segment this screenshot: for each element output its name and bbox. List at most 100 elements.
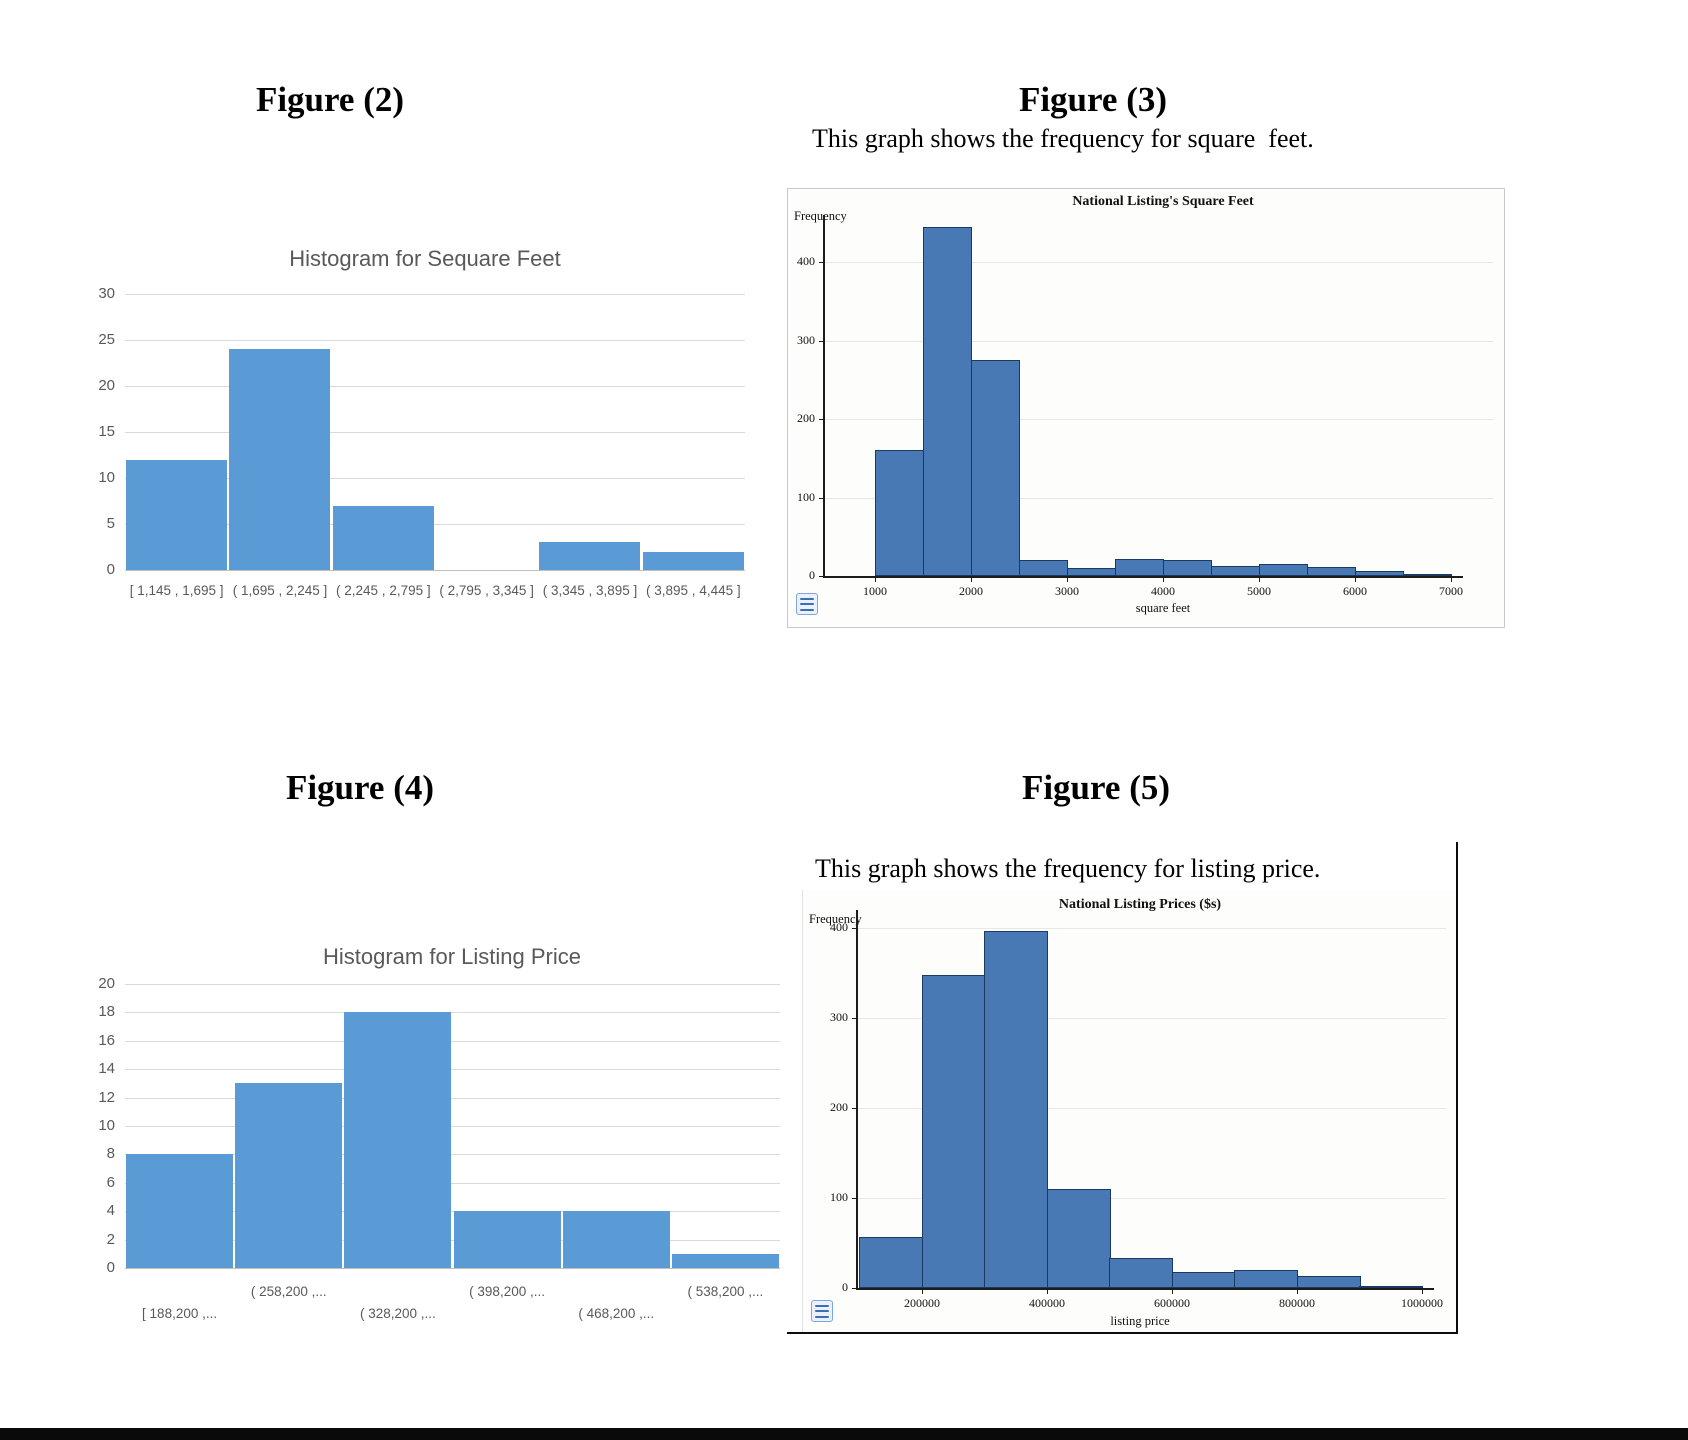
- tick-mark: [819, 576, 823, 577]
- y-axis-tick-label: 300: [797, 333, 815, 347]
- x-axis-category-label: ( 2,245 , 2,795 ]: [336, 583, 431, 598]
- histogram-bar: [229, 349, 330, 570]
- y-axis-tick-label: 0: [106, 561, 115, 578]
- tick-mark: [852, 1288, 856, 1289]
- y-axis-label: Frequency: [809, 912, 862, 926]
- tick-mark: [1163, 578, 1164, 582]
- x-axis-tick-label: 4000: [1151, 584, 1175, 598]
- icon-line: [800, 608, 814, 611]
- gridline: [824, 498, 1493, 499]
- histogram-bar: [333, 506, 434, 570]
- tick-mark: [1067, 578, 1068, 582]
- tick-mark: [852, 1018, 856, 1019]
- gridline: [857, 1108, 1446, 1109]
- y-axis-tick-label: 25: [98, 331, 115, 348]
- tick-mark: [875, 578, 876, 582]
- x-axis-category-label: ( 538,200 ,...: [687, 1284, 764, 1299]
- figure5-bottom-border-line: [787, 1332, 1458, 1334]
- y-axis-tick-label: 18: [98, 1003, 115, 1020]
- x-axis-line: [823, 576, 1463, 578]
- histogram-bar: [984, 931, 1048, 1288]
- chart-title: Histogram for Listing Price: [323, 944, 581, 969]
- x-axis-tick-label: 6000: [1343, 584, 1367, 598]
- histogram-bar: [1355, 571, 1404, 576]
- y-axis-tick-label: 5: [106, 515, 115, 532]
- icon-line: [815, 1310, 829, 1312]
- x-axis-tick-label: 400000: [1029, 1296, 1065, 1310]
- tick-mark: [1047, 1290, 1048, 1294]
- tick-mark: [1172, 1290, 1173, 1294]
- x-axis-tick-label: 2000: [959, 584, 983, 598]
- gridline: [125, 294, 745, 295]
- histogram-bar: [923, 227, 972, 576]
- icon-line: [800, 597, 814, 600]
- x-axis-category-label: ( 468,200 ,...: [578, 1306, 655, 1321]
- y-axis-tick-label: 16: [98, 1032, 115, 1049]
- figure4-heading: Figure (4): [285, 768, 435, 807]
- tick-mark: [1422, 1290, 1423, 1294]
- y-axis-tick-label: 12: [98, 1089, 115, 1106]
- x-axis-category-label: ( 328,200 ,...: [360, 1306, 436, 1321]
- y-axis-tick-label: 100: [830, 1190, 848, 1204]
- tick-mark: [852, 928, 856, 929]
- histogram-bar: [563, 1211, 670, 1268]
- gridline: [125, 1012, 780, 1013]
- y-axis-tick-label: 0: [106, 1259, 115, 1276]
- tick-mark: [852, 1198, 856, 1199]
- y-axis-label: Frequency: [794, 209, 847, 223]
- gridline: [125, 524, 745, 525]
- y-axis-tick-label: 8: [106, 1145, 115, 1162]
- histogram-bar: [344, 1012, 451, 1268]
- gridline: [857, 928, 1446, 929]
- y-axis-tick-label: 10: [98, 469, 115, 486]
- tick-mark: [819, 262, 823, 263]
- figure3-caption: This graph shows the frequency for squar…: [812, 124, 1314, 153]
- figure5-caption: This graph shows the frequency for listi…: [815, 854, 1321, 883]
- icon-line: [800, 603, 814, 605]
- icon-line: [815, 1304, 829, 1307]
- gridline: [125, 1268, 780, 1269]
- tick-mark: [1451, 578, 1452, 582]
- y-axis-tick-label: 4: [106, 1202, 115, 1219]
- y-axis-tick-label: 6: [106, 1174, 115, 1191]
- histogram-bar: [1047, 1189, 1111, 1288]
- x-axis-tick-label: 1000000: [1401, 1296, 1443, 1310]
- x-axis-tick-label: 200000: [904, 1296, 940, 1310]
- gridline: [125, 1183, 780, 1184]
- histogram-bar: [1297, 1276, 1361, 1288]
- gridline: [125, 570, 745, 571]
- x-axis-category-label: [ 1,145 , 1,695 ]: [129, 583, 224, 598]
- tick-mark: [1297, 1290, 1298, 1294]
- tick-mark: [1355, 578, 1356, 582]
- histogram-bar: [235, 1083, 342, 1268]
- x-axis-category-label: ( 3,895 , 4,445 ]: [646, 583, 741, 598]
- y-axis-tick-label: 0: [809, 568, 815, 582]
- histogram-bar: [539, 542, 640, 570]
- tick-mark: [819, 498, 823, 499]
- gridline: [125, 1069, 780, 1070]
- y-axis-tick-label: 300: [830, 1010, 848, 1024]
- y-axis-line: [823, 215, 825, 577]
- chart-title: National Listing Prices ($s): [1058, 897, 1222, 912]
- gridline: [824, 262, 1493, 263]
- histogram-bar: [1234, 1270, 1298, 1288]
- x-axis-label: square feet: [1135, 601, 1191, 615]
- chart-title: National Listing's Square Feet: [1072, 194, 1254, 209]
- y-axis-tick-label: 100: [797, 490, 815, 504]
- x-axis-tick-label: 7000: [1439, 584, 1463, 598]
- y-axis-tick-label: 0: [842, 1280, 848, 1294]
- gridline: [824, 419, 1493, 420]
- gridline: [125, 340, 745, 341]
- figure5-histogram-listing-price: National Listing Prices ($s) Frequency 0 10…: [802, 890, 1457, 1334]
- gridline: [125, 984, 780, 985]
- gridline: [125, 1126, 780, 1127]
- x-axis-category-label: ( 3,345 , 3,895 ]: [542, 583, 638, 598]
- figure3-heading: Figure (3): [1018, 80, 1168, 119]
- gridline: [824, 341, 1493, 342]
- gridline: [125, 1240, 780, 1241]
- y-axis-tick-label: 200: [830, 1100, 848, 1114]
- gridline: [125, 432, 745, 433]
- gridline: [857, 1018, 1446, 1019]
- x-axis-category-label: ( 398,200 ,...: [469, 1284, 545, 1299]
